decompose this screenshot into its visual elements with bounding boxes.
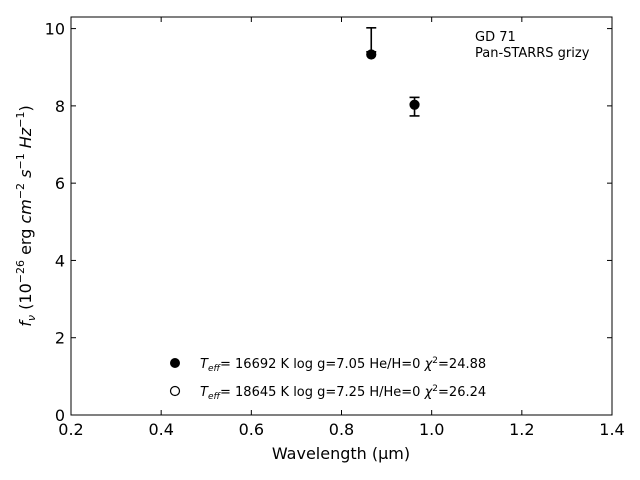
- y-tick-label: 10: [45, 20, 65, 39]
- x-tick-label: 0.8: [329, 420, 354, 439]
- model-point-filled: [409, 99, 420, 110]
- y-tick-label: 0: [55, 406, 65, 425]
- x-tick-label: 1.0: [419, 420, 444, 439]
- x-tick-label: 1.4: [599, 420, 624, 439]
- y-tick-label: 2: [55, 329, 65, 348]
- legend-marker-open-circle: [169, 385, 181, 397]
- x-tick-label: 1.2: [509, 420, 534, 439]
- x-tick-label: 0.6: [239, 420, 264, 439]
- y-tick-label: 8: [55, 97, 65, 116]
- x-tick-label: 0.4: [148, 420, 173, 439]
- y-axis-label: fν (10−26 erg cm−2 s−1 Hz−1): [14, 105, 38, 326]
- x-axis-label: Wavelength (μm): [272, 444, 410, 463]
- model-point-filled: [366, 49, 377, 60]
- plot-frame: [70, 16, 613, 416]
- y-tick-label: 4: [55, 251, 65, 270]
- legend-marker-filled-circle: [170, 358, 180, 368]
- legend: Teff= 16692 K log g=7.05 He/H=0 χ2=24.88…: [169, 356, 486, 402]
- x-tick-label: 0.2: [58, 420, 83, 439]
- legend-entry-2: Teff= 18645 K log g=7.25 H/He=0 χ2=26.24: [200, 384, 486, 402]
- annotation-survey-name: Pan-STARRS grizy: [475, 46, 590, 61]
- y-tick-label: 6: [55, 174, 65, 193]
- annotation-object-name: GD 71: [475, 30, 516, 45]
- legend-entry-1: Teff= 16692 K log g=7.05 He/H=0 χ2=24.88: [200, 356, 486, 374]
